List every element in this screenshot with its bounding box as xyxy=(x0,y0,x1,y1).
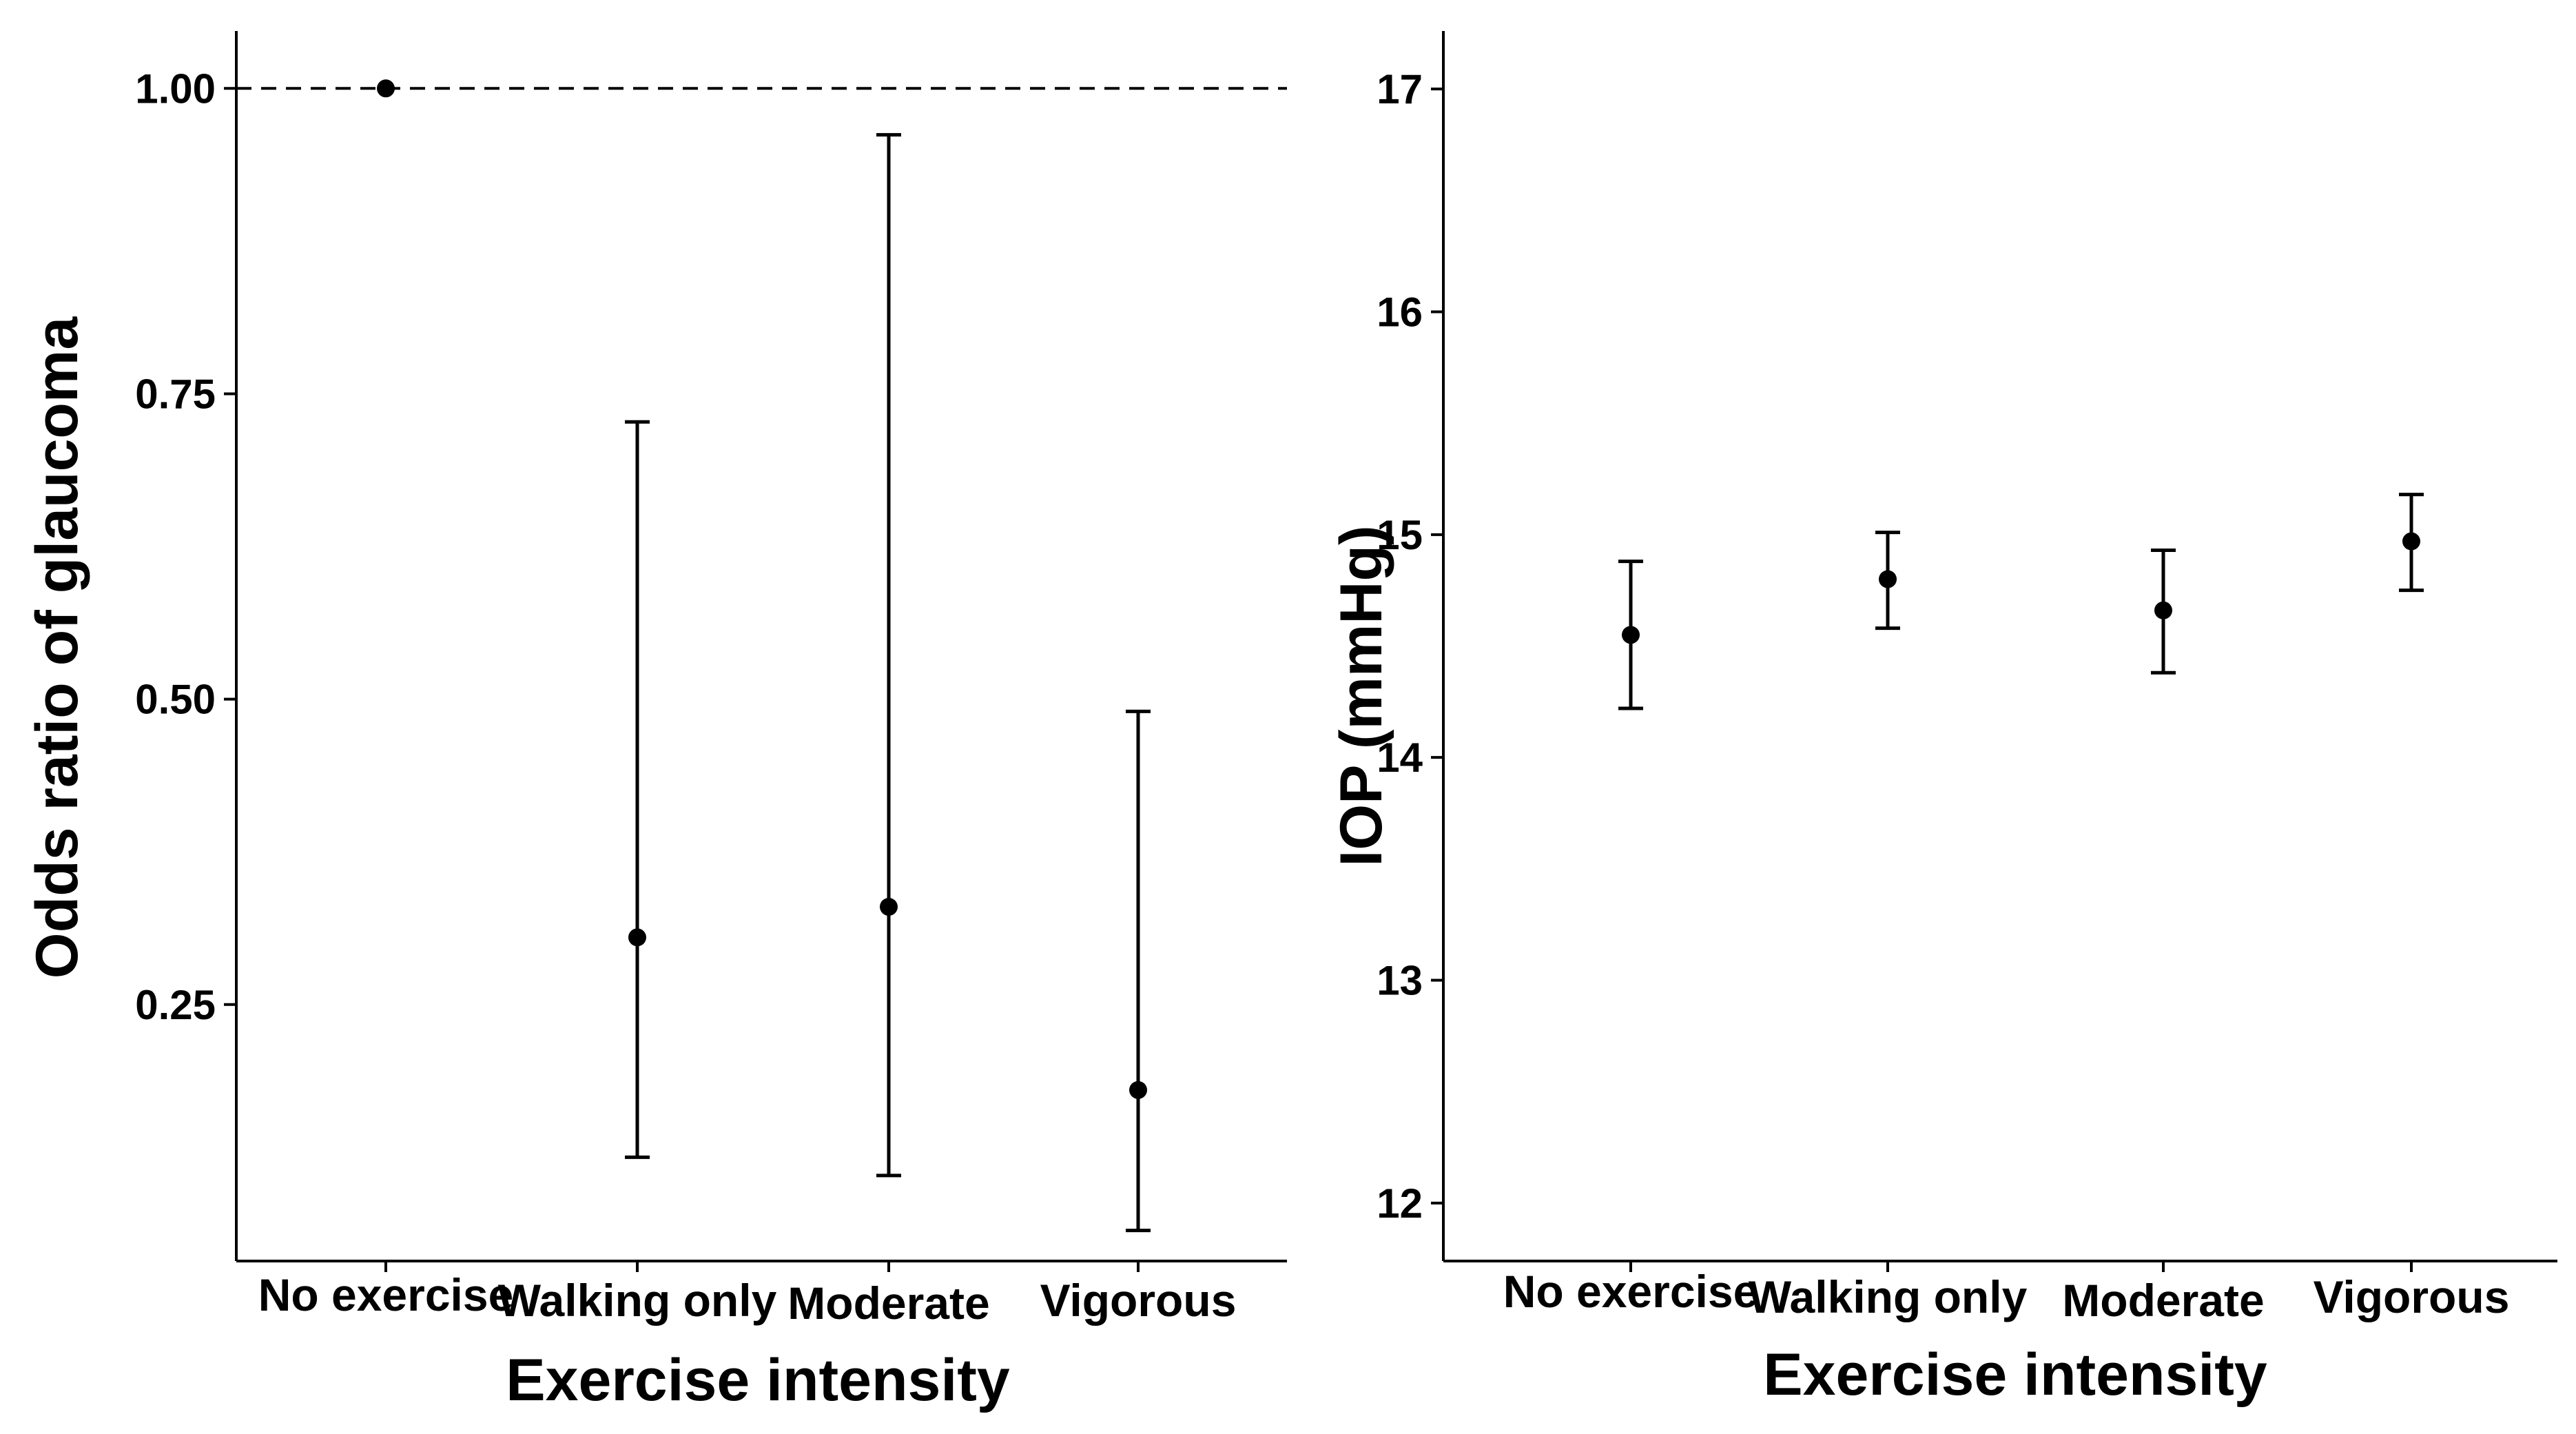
odds-ratio-y-tick-label: 0.50 xyxy=(135,677,216,723)
iop-y-tick-label: 14 xyxy=(1377,735,1423,781)
odds-ratio-y-tick-label: 0.75 xyxy=(135,371,216,417)
odds-ratio-y-axis-title: Odds ratio of glaucoma xyxy=(24,316,90,979)
iop-category-label: Vigorous xyxy=(2314,1271,2510,1322)
odds-ratio-y-tick-label: 0.25 xyxy=(135,982,216,1028)
iop-point xyxy=(1622,626,1640,644)
odds-ratio-y-ticks: 0.25 0.50 0.75 1.00 xyxy=(135,65,236,1028)
iop-y-tick-label: 16 xyxy=(1377,289,1423,335)
iop-y-tick-label: 15 xyxy=(1377,512,1423,558)
odds-ratio-category-label: No exercise xyxy=(258,1269,514,1320)
odds-ratio-x-axis-title: Exercise intensity xyxy=(506,1347,1010,1413)
odds-ratio-point xyxy=(880,897,898,916)
odds-ratio-category-label: Walking only xyxy=(498,1275,777,1326)
odds-ratio-point xyxy=(1129,1080,1147,1099)
odds-ratio-point xyxy=(377,79,395,98)
iop-y-ticks: 12 13 14 15 16 17 xyxy=(1377,66,1443,1227)
odds-ratio-category-label: Vigorous xyxy=(1040,1275,1237,1326)
iop-y-axis-title: IOP (mmHg) xyxy=(1328,525,1394,866)
iop-category-label: No exercise xyxy=(1503,1266,1759,1317)
iop-y-tick-label: 17 xyxy=(1377,66,1423,112)
odds-ratio-category-label: Moderate xyxy=(787,1278,989,1329)
iop-point xyxy=(2154,601,2172,619)
iop-marks xyxy=(1442,31,2557,1262)
iop-category-label: Walking only xyxy=(1749,1271,2028,1322)
iop-y-tick-label: 12 xyxy=(1377,1180,1423,1227)
odds-ratio-marks xyxy=(235,31,1287,1262)
iop-category-label: Moderate xyxy=(2062,1275,2264,1326)
iop-point xyxy=(2402,532,2420,551)
odds-ratio-point xyxy=(628,928,646,947)
iop-point xyxy=(1879,570,1897,588)
iop-x-axis-title: Exercise intensity xyxy=(1763,1342,2267,1408)
odds-ratio-y-tick-label: 1.00 xyxy=(135,65,216,112)
iop-y-tick-label: 13 xyxy=(1377,958,1423,1004)
